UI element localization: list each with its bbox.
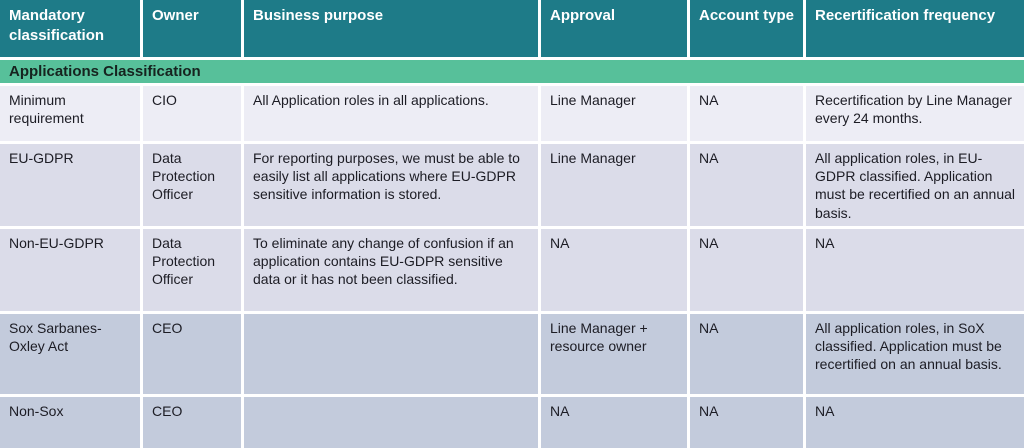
- cell-account-type: NA: [690, 397, 803, 448]
- cell-owner: CEO: [143, 314, 241, 394]
- cell-recertification-frequency: NA: [806, 397, 1024, 448]
- cell-business-purpose: To eliminate any change of confusion if …: [244, 229, 538, 311]
- cell-business-purpose: For reporting purposes, we must be able …: [244, 144, 538, 226]
- cell-approval: NA: [541, 397, 687, 448]
- cell-classification: Sox Sarbanes-Oxley Act: [0, 314, 140, 394]
- column-header-approval: Approval: [541, 0, 687, 57]
- cell-account-type: NA: [690, 314, 803, 394]
- cell-owner: CEO: [143, 397, 241, 448]
- cell-approval: Line Manager: [541, 86, 687, 141]
- column-header-business-purpose: Business purpose: [244, 0, 538, 57]
- cell-account-type: NA: [690, 229, 803, 311]
- cell-account-type: NA: [690, 86, 803, 141]
- cell-recertification-frequency: All application roles, in EU-GDPR classi…: [806, 144, 1024, 226]
- cell-business-purpose: All Application roles in all application…: [244, 86, 538, 141]
- cell-recertification-frequency: NA: [806, 229, 1024, 311]
- column-header-recertification-frequency: Recertification frequency: [806, 0, 1024, 57]
- cell-owner: Data Protection Officer: [143, 144, 241, 226]
- cell-classification: Non-EU-GDPR: [0, 229, 140, 311]
- cell-classification: EU-GDPR: [0, 144, 140, 226]
- cell-owner: CIO: [143, 86, 241, 141]
- cell-approval: NA: [541, 229, 687, 311]
- cell-account-type: NA: [690, 144, 803, 226]
- column-header-owner: Owner: [143, 0, 241, 57]
- cell-classification: Non-Sox: [0, 397, 140, 448]
- cell-approval: Line Manager: [541, 144, 687, 226]
- cell-approval: Line Manager + resource owner: [541, 314, 687, 394]
- section-header-applications-classification: Applications Classification: [0, 60, 1024, 83]
- column-header-mandatory-classification: Mandatory classification: [0, 0, 140, 57]
- column-header-account-type: Account type: [690, 0, 803, 57]
- cell-recertification-frequency: All application roles, in SoX classified…: [806, 314, 1024, 394]
- cell-classification: Minimum requirement: [0, 86, 140, 141]
- cell-business-purpose: [244, 314, 538, 394]
- cell-owner: Data Protection Officer: [143, 229, 241, 311]
- cell-business-purpose: [244, 397, 538, 448]
- cell-recertification-frequency: Recertification by Line Manager every 24…: [806, 86, 1024, 141]
